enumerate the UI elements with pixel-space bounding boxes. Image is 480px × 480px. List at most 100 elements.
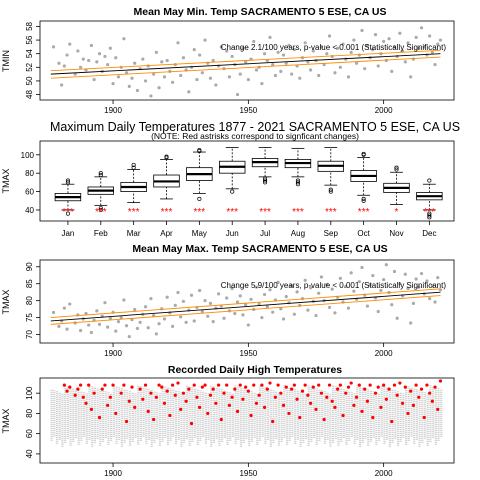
panel4-record-high <box>360 409 364 413</box>
panel4-record-high <box>249 413 253 418</box>
panel3-marks: 70 75 80 85 90 1900 1950 2000 <box>25 262 443 358</box>
panel3-point <box>390 303 394 307</box>
panel4-record-high <box>119 391 123 395</box>
panel1-point <box>154 50 158 54</box>
panel3-point <box>357 280 361 284</box>
panel3-point <box>176 290 180 295</box>
panel3-point <box>114 329 118 333</box>
panel1-point <box>244 60 248 64</box>
panel1-point <box>400 49 405 53</box>
panel4-record-high <box>262 405 267 409</box>
panel1-point <box>430 50 434 54</box>
panel3-point <box>119 315 123 320</box>
panel1-point <box>122 37 126 41</box>
panel3-frame <box>39 259 455 344</box>
panel1-point <box>354 61 359 65</box>
panel3-point <box>181 299 186 303</box>
panel1-xtick-label: 1950 <box>239 106 257 115</box>
panel4-ytick-label: 60 <box>25 429 34 438</box>
panel2-outlier <box>295 180 300 185</box>
panel3-point <box>344 284 348 289</box>
panel4-record-high <box>287 411 291 416</box>
panel3-point <box>62 306 66 310</box>
panel2-significance: *** <box>128 207 140 218</box>
panel4-record-high <box>390 419 394 424</box>
panel1-point <box>422 45 426 49</box>
panel1-point <box>360 28 364 33</box>
panel2-ytick-label: 80 <box>25 169 34 178</box>
panel4-record-high <box>276 383 280 387</box>
panel1-point <box>376 64 380 68</box>
panel4-record-high <box>233 387 237 391</box>
panel4-record-high <box>127 399 131 403</box>
panel1-ytick-label: 50 <box>25 76 34 85</box>
panel1-point <box>373 33 378 37</box>
panel3-point <box>235 300 240 304</box>
panel2-significance: *** <box>424 207 436 218</box>
panel3-ytick-label: 80 <box>25 296 34 305</box>
panel1-xtick-label: 2000 <box>375 106 393 115</box>
panel3-point <box>276 280 280 284</box>
panel3-point <box>368 283 372 287</box>
panel4-record-high <box>103 383 107 387</box>
panel2-marks: 40 60 80 100 Jan *** Feb *** Mar *** Apr *** May *** J… <box>21 147 443 238</box>
panel1-point <box>165 58 169 63</box>
panel4-record-high <box>138 387 142 391</box>
panel2-significance: *** <box>62 207 74 218</box>
panel1-point <box>433 62 437 67</box>
panel1-point <box>290 72 294 76</box>
panel3-point <box>68 302 72 306</box>
panel1-point <box>319 45 324 49</box>
panel3-point <box>430 284 434 288</box>
panel4-record-high <box>216 383 221 387</box>
panel4-xtick-label: 2000 <box>375 469 393 478</box>
panel4-record-high <box>398 381 402 385</box>
panel3-point <box>84 311 88 316</box>
panel3-point <box>379 288 383 293</box>
panel4-record-high <box>189 421 194 426</box>
panel3-point <box>149 297 153 301</box>
panel3-point <box>127 334 131 339</box>
panel4-record-high <box>230 395 234 399</box>
panel3-point <box>233 311 237 316</box>
panel2-subtitle: (NOTE: Red astrisks correspond to signfi… <box>151 131 359 141</box>
panel4-record-high <box>425 383 429 387</box>
panel3-xtick-label: 1900 <box>104 349 122 358</box>
panel3-point <box>254 285 259 289</box>
panel4-record-high <box>295 397 299 401</box>
panel1-point <box>87 58 91 63</box>
panel3-point <box>162 317 167 321</box>
panel1-point <box>106 62 110 67</box>
panel4-record-high <box>222 391 226 395</box>
panel3-point <box>154 332 158 336</box>
panel3-point <box>271 310 275 314</box>
panel4-record-high <box>365 399 370 403</box>
panel1-point <box>279 69 283 73</box>
panel2-outlier <box>328 187 333 192</box>
panel4-record-high <box>195 395 199 399</box>
panel1-point <box>51 45 56 49</box>
panel1-point <box>235 92 240 97</box>
panel4-record-high <box>200 385 204 389</box>
panel4-record-high <box>382 383 386 387</box>
panel2-outlier <box>328 189 333 194</box>
panel3-point <box>244 303 248 307</box>
panel3-point <box>349 271 353 275</box>
panel4-record-high <box>311 385 315 389</box>
panel4-record-high <box>430 399 434 403</box>
panel2-significance: *** <box>194 207 206 218</box>
panel1-point <box>292 48 296 52</box>
panel3-point <box>295 290 299 294</box>
panel3-point <box>65 327 69 331</box>
panel4-record-high <box>157 383 161 387</box>
panel4-record-high <box>395 393 399 397</box>
panel2-outlier <box>263 176 268 181</box>
panel2-outlier <box>131 165 136 170</box>
panel1-point <box>78 65 83 69</box>
panel3-point <box>146 326 150 330</box>
panel4-record-high <box>238 383 242 387</box>
panel1-point <box>170 80 175 84</box>
panel2-outlier <box>98 207 103 213</box>
panel1-point <box>409 75 413 79</box>
panel4-ytick-label: 40 <box>25 449 34 458</box>
